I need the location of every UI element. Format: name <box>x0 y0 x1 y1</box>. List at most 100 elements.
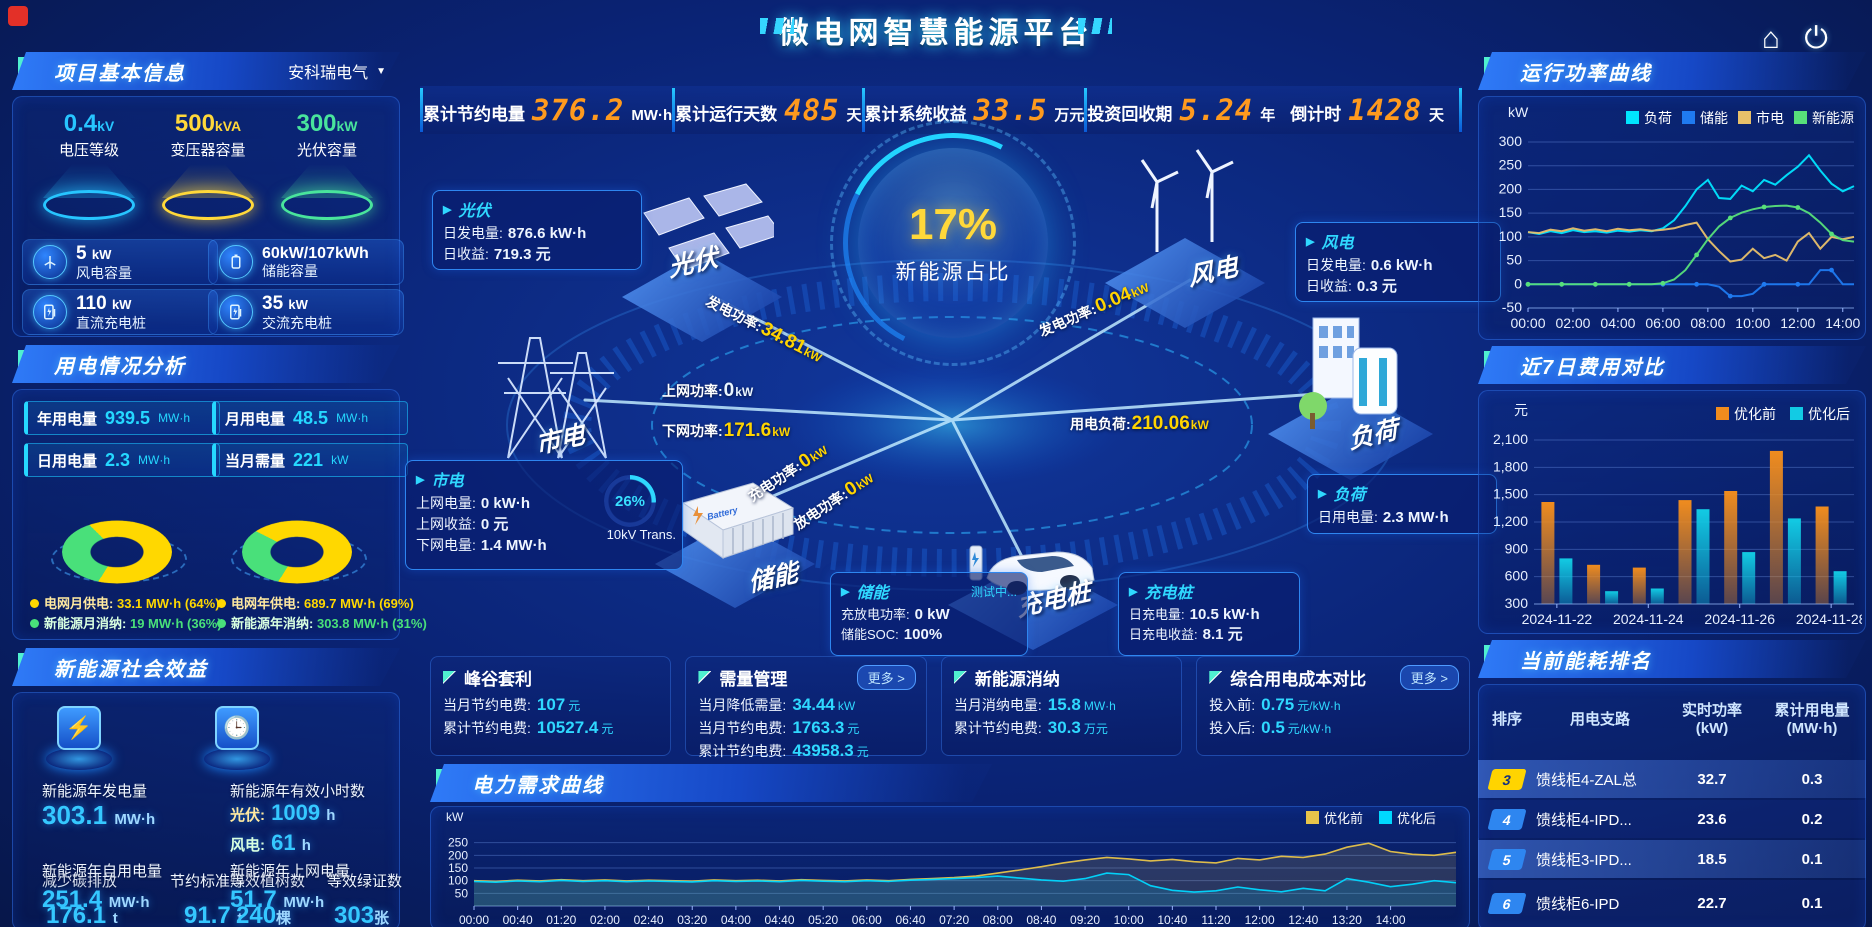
demand-legend[interactable]: 优化前 优化后 <box>1305 808 1436 827</box>
battery-icon <box>219 245 253 279</box>
svg-text:2024-11-24: 2024-11-24 <box>1613 611 1684 627</box>
benefit-selfuse-value: 251.4 MW·h <box>42 886 150 913</box>
svg-text:100: 100 <box>1499 228 1523 244</box>
svg-text:300: 300 <box>1505 595 1529 611</box>
card-wind-capacity: 5 kW 风电容量 <box>22 239 218 285</box>
cost-more-button[interactable]: 更多 > <box>1399 665 1459 690</box>
stat-saved-energy: 累计节约电量 376.2 MW·h <box>423 93 673 127</box>
legend-dot <box>30 619 39 628</box>
kpi-peak-valley: 峰谷套利 当月节约电费: 107 元 累计节约电费: 10527.4 元 <box>430 656 672 756</box>
table-row[interactable]: 6 馈线柜6-IPD 22.7 0.1 <box>1478 880 1866 927</box>
panel-usage-body <box>12 389 400 640</box>
transformer-load-gauge: 26% <box>604 475 656 527</box>
legend-swatch <box>1716 407 1729 420</box>
table-row[interactable]: 5 馈线柜3-IPD... 18.5 0.1 <box>1478 840 1866 878</box>
card-storage-capacity: 60kW/107kWh 储能容量 <box>208 239 404 285</box>
arrow-icon: ▶ <box>841 585 850 598</box>
light-cone <box>281 164 373 198</box>
company-dropdown[interactable]: 安科瑞电气 ▼ <box>288 59 386 83</box>
svg-text:08:00: 08:00 <box>983 913 1013 926</box>
panel-project-info: 项目基本信息 安科瑞电气 ▼ 0.4kV 电压等级 500kVA 变压器容量 3… <box>12 52 404 337</box>
run-power-legend[interactable]: 负荷 储能 市电 新能源 <box>1626 108 1854 128</box>
panel-project-title: 项目基本信息 <box>54 62 186 85</box>
benefit-selfuse-label: 新能源年自用电量 <box>42 863 163 880</box>
panel-cost-compare: 近7日费用对比 元 优化前 优化后 300 600 900 1,200 1,500 1,8… <box>1478 346 1866 634</box>
divider <box>861 88 865 132</box>
stat-payback-period: 投资回收期 5.24 年 <box>1087 93 1276 127</box>
svg-text:05:20: 05:20 <box>808 913 838 926</box>
arrow-icon: ▶ <box>1318 487 1327 500</box>
legend-grid-year: 电网年供电: 689.7 MW·h (69%) <box>217 593 414 612</box>
benefit-gen-label: 新能源年发电量 <box>42 783 148 800</box>
panel-run-power-header: 运行功率曲线 <box>1478 52 1866 90</box>
cost-legend[interactable]: 优化前 优化后 <box>1716 404 1850 424</box>
panel-demand-header: 电力需求曲线 <box>430 764 992 802</box>
svg-text:06:00: 06:00 <box>1645 315 1680 331</box>
svg-text:08:00: 08:00 <box>1690 315 1725 331</box>
svg-text:12:00: 12:00 <box>1780 315 1815 331</box>
panel-power-demand: 电力需求曲线 kW 优化前 优化后 50 100 150 200 250 00:00 00:… <box>430 764 1470 927</box>
benefit-carbon-value: 176.1 t <box>46 902 118 927</box>
run-power-y-unit: kW <box>1508 104 1529 120</box>
rank-badge: 6 <box>1487 893 1527 914</box>
panel-run-power: 运行功率曲线 kW 负荷 储能 市电 新能源 -50 0 50 100 150 200 25… <box>1478 52 1866 340</box>
home-icon[interactable]: ⌂ <box>1761 22 1780 55</box>
svg-text:50: 50 <box>455 886 469 900</box>
svg-text:200: 200 <box>448 848 468 862</box>
stat-system-revenue: 累计系统收益 33.5 万元 <box>864 93 1085 127</box>
benefit-togrid-label: 新能源年上网电量 <box>230 863 351 880</box>
panel-project-header: 项目基本信息 安科瑞电气 ▼ <box>12 52 400 90</box>
kpi-corner-icon <box>953 671 967 684</box>
dc-charger-icon <box>33 295 67 329</box>
divider <box>1459 88 1462 132</box>
benefit-trees-value: 240棵 <box>236 902 292 927</box>
legend-dot <box>30 599 39 608</box>
svg-text:06:00: 06:00 <box>852 913 882 926</box>
svg-text:300: 300 <box>1499 134 1523 149</box>
svg-text:12:40: 12:40 <box>1288 913 1318 926</box>
rank-badge: 4 <box>1487 808 1527 830</box>
svg-text:04:00: 04:00 <box>721 913 751 926</box>
panel-usage-analysis: 用电情况分析 年用电量 939.5 MW·h 月用电量 48.5 MW·h 日用电量 2.… <box>12 345 427 640</box>
benefit-coal-label: 节约标准煤 <box>170 873 246 890</box>
svg-text:250: 250 <box>1499 157 1523 173</box>
storage-info-box: ▶ 储能 测试中... 充放电功率: 0 kW 储能SOC: 100% <box>830 572 1028 656</box>
legend-swatch <box>1738 111 1751 124</box>
benefit-togrid-value: 51.7 MW·h <box>230 886 325 913</box>
card-ac-charger: 35 kW 交流充电桩 <box>208 289 404 335</box>
pedestal-ring <box>281 190 373 220</box>
benefit-carbon-label: 减少碳排放 <box>42 873 118 890</box>
wind-turbines-icon <box>1140 149 1234 252</box>
svg-text:-50: -50 <box>1502 299 1522 315</box>
table-row[interactable]: 4 馈线柜4-IPD... 23.6 0.2 <box>1478 800 1866 838</box>
kpi-demand-management: 需量管理 更多 > 当月降低需量: 34.44 kW 当月节约电费: 1763.3 元 … <box>685 656 927 760</box>
panel-usage-title: 用电情况分析 <box>54 355 186 378</box>
demand-more-button[interactable]: 更多 > <box>856 665 916 690</box>
svg-text:02:40: 02:40 <box>634 913 664 926</box>
legend-swatch <box>1305 811 1319 824</box>
svg-text:900: 900 <box>1505 540 1529 556</box>
benefit-wind-hours: 风电: 61 h <box>230 830 311 855</box>
svg-text:04:00: 04:00 <box>1600 315 1635 331</box>
kpi-corner-icon <box>1209 671 1223 684</box>
kpi-corner-icon <box>443 671 456 684</box>
svg-text:10:00: 10:00 <box>1735 315 1770 331</box>
svg-text:150: 150 <box>1499 204 1523 220</box>
table-row[interactable]: 3 馈线柜4-ZAL总 32.7 0.3 <box>1478 760 1866 798</box>
svg-text:250: 250 <box>448 836 468 850</box>
svg-text:1,200: 1,200 <box>1493 513 1528 529</box>
card-dc-charger: 110 kW 直流充电桩 <box>22 289 218 335</box>
load-building-icon <box>1299 317 1398 429</box>
power-icon[interactable]: ⏻ <box>1804 22 1828 55</box>
spotlight-transformer: 500kVA 变压器容量 <box>149 110 267 220</box>
svg-text:00:40: 00:40 <box>503 913 533 926</box>
panel-run-power-title: 运行功率曲线 <box>1520 62 1652 85</box>
kpi-new-energy-consumption: 新能源消纳 当月消纳电量: 15.8 MW·h 累计节约电费: 30.3 万元 <box>940 656 1183 756</box>
donut-month <box>51 483 187 603</box>
divider <box>420 88 423 132</box>
benefit-pv-hours: 光伏: 1009 h <box>230 800 336 825</box>
stat-year-usage: 年用电量 939.5 MW·h <box>24 401 220 435</box>
panel-ranking-body <box>1478 684 1866 927</box>
chevron-down-icon: ▼ <box>376 65 386 77</box>
